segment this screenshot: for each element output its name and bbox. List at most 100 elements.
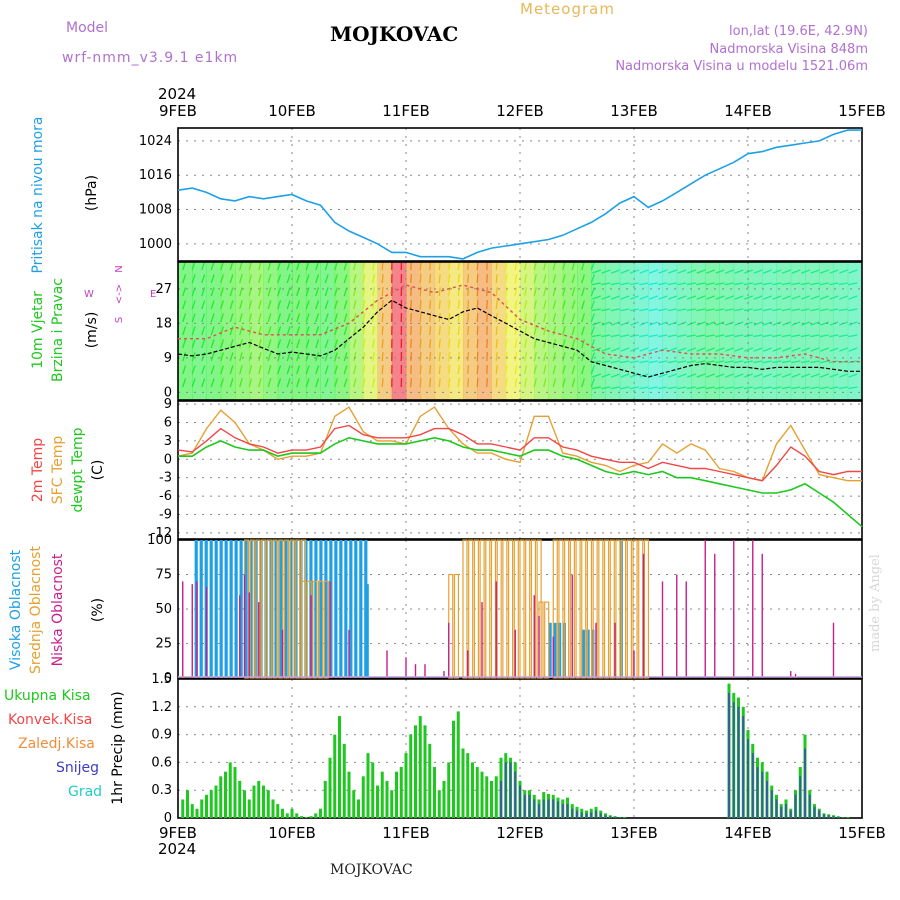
wind-barb <box>810 295 820 300</box>
wind-barb <box>801 347 810 352</box>
wind-barb <box>505 326 508 336</box>
wind-barb <box>343 313 348 323</box>
wind-barb <box>744 321 753 326</box>
wind-barb <box>590 352 595 362</box>
precip-total-bar <box>247 799 251 818</box>
cloud-high-bar <box>214 540 218 678</box>
precip-snow-bar <box>571 808 574 818</box>
wind-barb <box>476 325 479 336</box>
wind-barb <box>724 386 734 390</box>
wind-barb <box>791 334 801 338</box>
cloud-mid-bar <box>502 539 508 679</box>
wind-barb <box>353 378 357 388</box>
wind-barb <box>277 274 282 284</box>
wind-barb <box>533 365 537 375</box>
wind-barb <box>696 269 706 274</box>
precip-snow-bar <box>509 762 512 818</box>
wind-barb <box>639 360 649 364</box>
wind-barb <box>552 378 557 388</box>
wind-speed-band <box>762 262 777 400</box>
precip-total-bar <box>295 813 299 818</box>
wind-barb <box>248 339 253 349</box>
cloud-mid-bar <box>564 539 570 679</box>
wind-barb <box>610 282 620 286</box>
wind-barb <box>668 269 677 274</box>
cloud-high-bar <box>558 622 562 678</box>
wind-barb <box>772 347 782 352</box>
wind-barb <box>182 287 187 297</box>
wind-barb <box>715 347 725 352</box>
wind-barb <box>220 287 224 297</box>
wind-barb <box>820 269 829 274</box>
wind-speed-band <box>349 262 364 400</box>
wind-barb <box>239 326 243 336</box>
wind-barb <box>791 308 801 312</box>
wind-barb <box>267 365 272 375</box>
wind-barb <box>658 321 668 326</box>
wind-barb <box>362 326 366 336</box>
cloud-high-bar <box>219 540 223 678</box>
cloud-mid-bar <box>552 539 558 679</box>
wind-barb <box>514 326 518 336</box>
wind-barb <box>229 352 234 362</box>
wind-barb <box>334 352 338 362</box>
wind-barb <box>258 365 262 375</box>
wind-barb <box>667 282 677 286</box>
wind-barb <box>201 365 206 375</box>
y-tick-label: 3 <box>164 434 172 449</box>
precip-legend-label: Ukupna Kisa <box>4 688 91 704</box>
wind-dir-north: N <box>114 265 125 272</box>
cloud-mid-bar <box>525 539 531 679</box>
wind-barb <box>648 334 658 338</box>
wind-barb <box>334 261 338 271</box>
precip-snow-bar <box>751 753 754 818</box>
precip-total-bar <box>243 790 246 818</box>
model-name: wrf-nmm_v3.9.1 e1km <box>62 50 239 66</box>
wind-barb <box>552 352 557 362</box>
precip-total-bar <box>285 813 289 818</box>
cloud-high-axis-title: Visoka Oblacnost <box>8 549 24 670</box>
wind-barb <box>649 295 658 300</box>
wind-barb <box>438 351 441 362</box>
precip-snow-bar <box>547 799 550 818</box>
wind-barb <box>372 326 375 336</box>
precip-total-bar <box>409 734 413 818</box>
cloud-high-bar <box>344 540 348 678</box>
wind-speed-band <box>235 262 250 400</box>
wind-barb <box>191 365 196 375</box>
wind-barb <box>524 339 528 349</box>
dewpoint-line <box>178 436 863 528</box>
wind-barb <box>658 269 668 274</box>
wind-barb <box>533 287 537 297</box>
wind-barb <box>829 269 839 274</box>
wind-barb <box>639 308 649 312</box>
wind-barb <box>753 282 763 286</box>
wind-barb <box>514 287 518 297</box>
wind-barb <box>781 386 791 390</box>
precip-total-bar <box>433 767 436 818</box>
wind-barb <box>611 295 620 300</box>
wind-barb <box>639 334 649 338</box>
wind-speed-band <box>676 262 692 400</box>
wind-barb <box>667 360 677 364</box>
wind-barb <box>229 313 234 323</box>
wind-barb <box>648 360 658 364</box>
wind-barb <box>191 378 196 388</box>
precip-total-bar <box>271 799 275 818</box>
wind-barb <box>486 299 488 310</box>
cloud-mid-bar <box>603 539 610 679</box>
precip-total-bar <box>300 816 303 818</box>
wind-speed-band <box>363 262 378 400</box>
wind-barb <box>686 308 696 312</box>
y-tick-label: 27 <box>155 282 172 297</box>
wind-barb <box>505 274 508 284</box>
wind-barb <box>448 325 451 336</box>
wind-dir-east: E <box>150 289 156 300</box>
cloud-mid-bar <box>508 539 514 679</box>
wind-barb <box>687 269 696 274</box>
wind-barb <box>829 347 839 352</box>
wind-barb <box>258 339 262 349</box>
page-title: MOJKOVAC <box>330 22 459 46</box>
wind-barb <box>696 373 706 378</box>
precip-snow-bar <box>842 817 844 818</box>
